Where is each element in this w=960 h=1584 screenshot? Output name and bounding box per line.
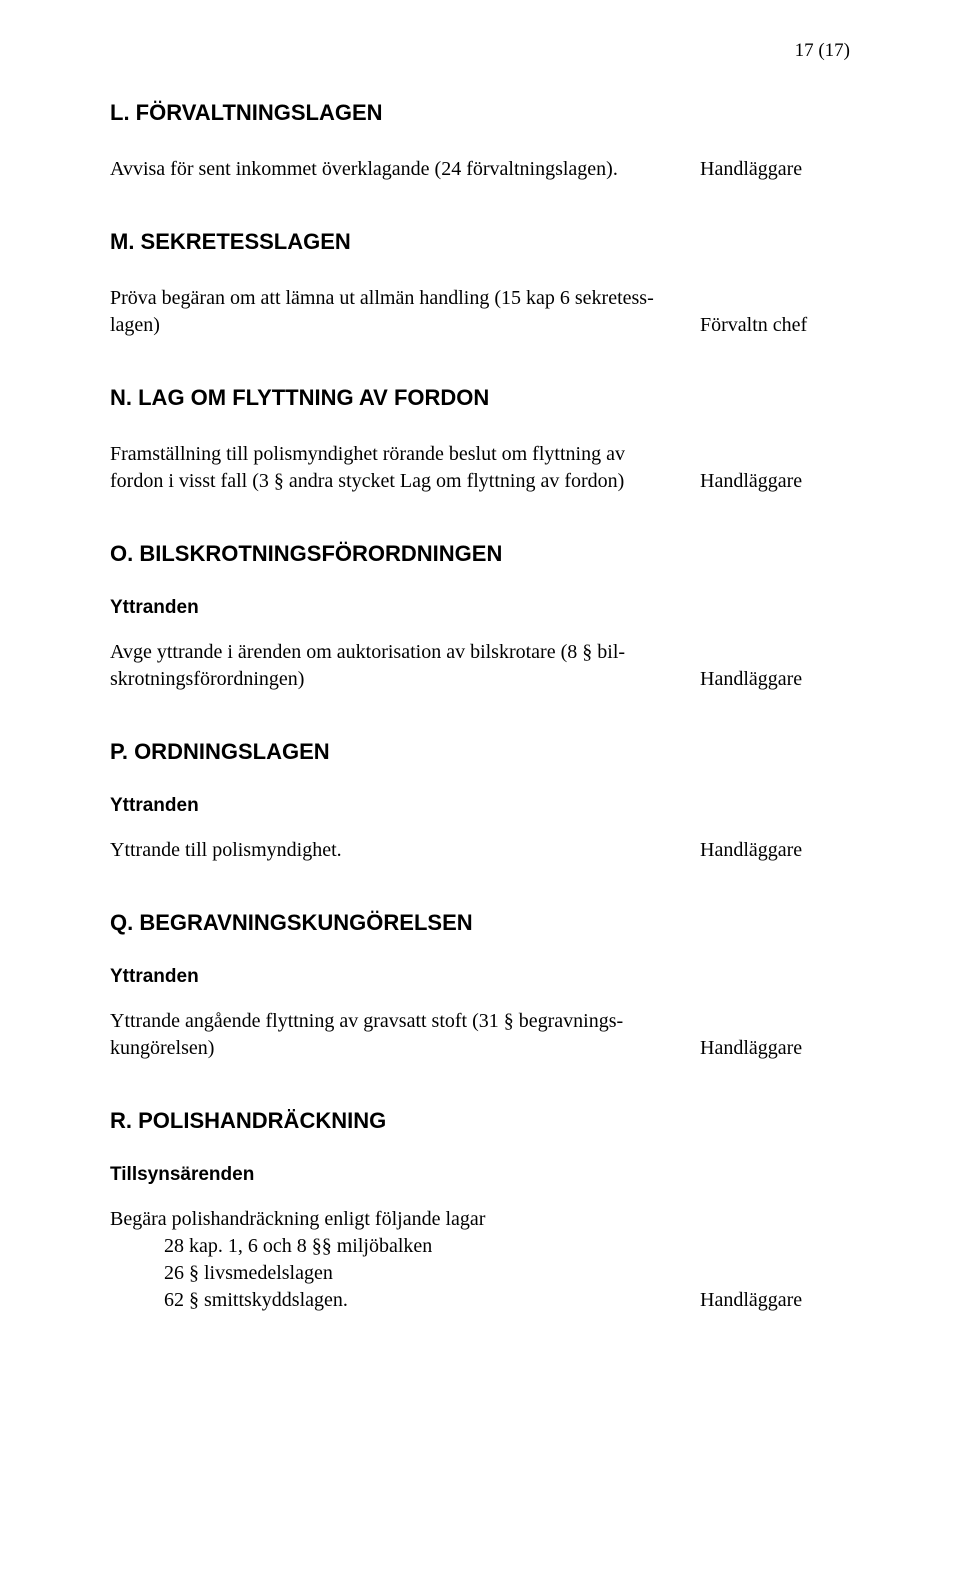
item-R-line1: 28 kap. 1, 6 och 8 §§ miljöbalken — [110, 1233, 676, 1260]
subheading-O: Yttranden — [110, 597, 850, 619]
item-R-line2: 26 § livsmedelslagen — [110, 1260, 676, 1287]
page-content: L. FÖRVALTNINGSLAGEN Avvisa för sent ink… — [110, 40, 850, 1314]
item-N-text: Framställning till polismyndighet rörand… — [110, 441, 700, 495]
item-R-right: Handläggare — [700, 1289, 850, 1314]
section-heading-L: L. FÖRVALTNINGSLAGEN — [110, 100, 850, 126]
subheading-R: Tillsynsärenden — [110, 1164, 850, 1186]
page-container: 17 (17) L. FÖRVALTNINGSLAGEN Avvisa för … — [0, 0, 960, 1584]
item-P-right: Handläggare — [700, 839, 850, 864]
item-L: Avvisa för sent inkommet överklagande (2… — [110, 156, 850, 183]
item-R-line3: 62 § smittskyddslagen. — [110, 1287, 676, 1314]
section-heading-O: O. BILSKROTNINGSFÖRORDNINGEN — [110, 541, 850, 567]
item-P: Yttrande till polismyndighet. Handläggar… — [110, 837, 850, 864]
section-heading-R: R. POLISHANDRÄCKNING — [110, 1108, 850, 1134]
section-heading-P: P. ORDNINGSLAGEN — [110, 739, 850, 765]
section-heading-Q: Q. BEGRAVNINGSKUNGÖRELSEN — [110, 910, 850, 936]
item-M: Pröva begäran om att lämna ut allmän han… — [110, 285, 850, 339]
section-heading-M: M. SEKRETESSLAGEN — [110, 229, 850, 255]
item-O-right: Handläggare — [700, 668, 850, 693]
item-R: Begära polishandräckning enligt följande… — [110, 1206, 850, 1314]
item-Q: Yttrande angående flyttning av gravsatt … — [110, 1008, 850, 1062]
item-M-right: Förvaltn chef — [700, 314, 850, 339]
item-N: Framställning till polismyndighet rörand… — [110, 441, 850, 495]
item-M-text: Pröva begäran om att lämna ut allmän han… — [110, 285, 700, 339]
item-Q-text: Yttrande angående flyttning av gravsatt … — [110, 1008, 700, 1062]
item-O-text: Avge yttrande i ärenden om auktorisation… — [110, 639, 700, 693]
item-R-body: Begära polishandräckning enligt följande… — [110, 1206, 700, 1314]
item-L-text: Avvisa för sent inkommet överklagande (2… — [110, 156, 700, 183]
subheading-P: Yttranden — [110, 795, 850, 817]
item-N-right: Handläggare — [700, 470, 850, 495]
item-R-lines: 28 kap. 1, 6 och 8 §§ miljöbalken 26 § l… — [110, 1233, 676, 1314]
item-R-lead: Begära polishandräckning enligt följande… — [110, 1206, 676, 1233]
item-L-right: Handläggare — [700, 158, 850, 183]
item-O: Avge yttrande i ärenden om auktorisation… — [110, 639, 850, 693]
item-P-text: Yttrande till polismyndighet. — [110, 837, 700, 864]
page-number: 17 (17) — [795, 40, 850, 62]
subheading-Q: Yttranden — [110, 966, 850, 988]
section-heading-N: N. LAG OM FLYTTNING AV FORDON — [110, 385, 850, 411]
item-Q-right: Handläggare — [700, 1037, 850, 1062]
